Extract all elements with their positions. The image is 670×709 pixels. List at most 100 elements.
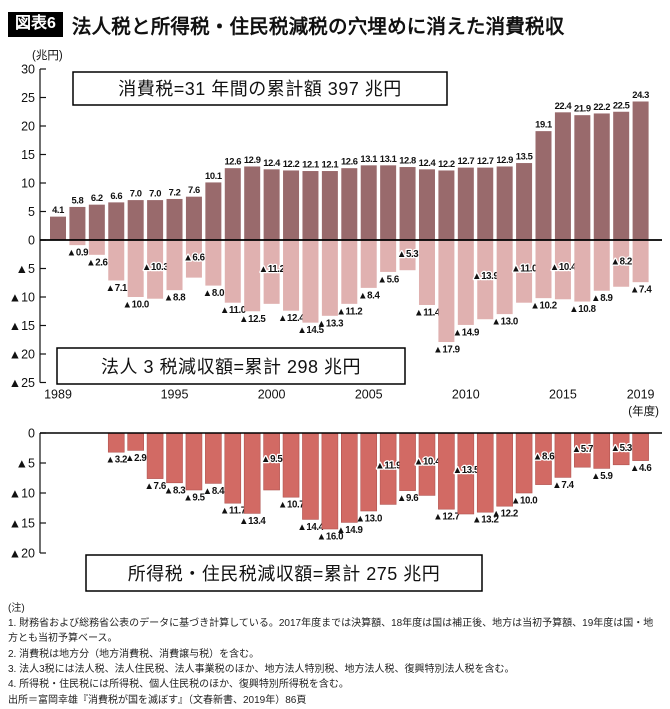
bar-value-label: 12.7	[457, 155, 474, 166]
x-axis-unit: (年度)	[628, 404, 659, 418]
x-tick-label: 2019	[627, 388, 655, 402]
figure-page: 図表6 法人税と所得税・住民税減税の穴埋めに消えた消費税収 3025201510…	[0, 0, 670, 709]
bar-consumption	[128, 200, 144, 240]
bar-value-label: 7.0	[130, 188, 142, 199]
y-tick-label: 25	[21, 91, 35, 105]
bar-value-label: 13.1	[360, 153, 377, 164]
bar-income	[302, 433, 318, 519]
bar-consumption	[302, 171, 318, 240]
bar-value-label: ▲11.2	[259, 264, 285, 275]
bar-value-label: 12.1	[302, 159, 319, 170]
bar-income	[108, 433, 124, 452]
y-tick-label: ▲15	[9, 319, 35, 333]
bar-consumption	[147, 200, 163, 240]
bar-corporate	[458, 240, 474, 325]
bar-value-label: 12.9	[496, 154, 513, 165]
bar-value-label: 7.2	[169, 186, 181, 197]
bar-consumption	[108, 202, 124, 240]
figure-title: 法人税と所得税・住民税減税の穴埋めに消えた消費税収	[72, 10, 565, 39]
bar-value-label: ▲12.2	[491, 509, 517, 520]
bar-value-label: ▲4.6	[630, 463, 652, 474]
bar-income	[477, 433, 493, 512]
bar-income	[225, 433, 241, 503]
bar-value-label: ▲8.2	[610, 257, 631, 268]
x-tick-label: 2010	[452, 388, 480, 402]
bar-income	[167, 433, 183, 483]
combined-chart: 302520151050▲5▲10▲15▲20▲25(兆円)4.15.86.26…	[0, 46, 670, 598]
bar-income	[594, 433, 610, 468]
bar-value-label: ▲11.4	[414, 307, 441, 318]
bar-value-label: ▲6.6	[183, 252, 205, 263]
x-tick-label: 1989	[44, 388, 72, 402]
bar-value-label: ▲7.4	[552, 480, 574, 491]
x-tick-label: 1995	[161, 388, 189, 402]
bar-income	[555, 433, 571, 477]
bar-value-label: ▲8.6	[533, 452, 555, 463]
bar-consumption	[536, 131, 552, 240]
bar-value-label: ▲9.5	[261, 454, 283, 465]
y-tick-label: ▲5	[16, 456, 35, 470]
bar-corporate	[633, 240, 649, 282]
bar-corporate	[167, 240, 183, 290]
y-tick-label: 30	[21, 62, 35, 76]
bar-value-label: ▲13.9	[472, 271, 499, 282]
footnote-item: 4. 所得税・住民税には所得税、個人住民税のほか、復興特別所得税を含む。	[8, 677, 658, 692]
bar-value-label: 12.6	[224, 156, 241, 167]
bar-value-label: ▲17.9	[433, 345, 460, 356]
y-tick-label: ▲25	[9, 376, 35, 390]
bar-value-label: 13.5	[516, 151, 533, 162]
source-line: 出所＝富岡幸雄『消費税が国を滅ぼす』（文春新書、2019年）86頁	[8, 693, 658, 708]
bar-income	[244, 433, 260, 513]
bar-income	[633, 433, 649, 461]
bar-income	[516, 433, 532, 493]
bar-income	[205, 433, 221, 483]
y-tick-label: ▲10	[9, 290, 35, 304]
bar-consumption	[322, 171, 338, 240]
y-tick-label: 15	[21, 148, 35, 162]
y-tick-label: 0	[28, 426, 35, 440]
bar-corporate	[380, 240, 396, 272]
bar-value-label: ▲3.2	[106, 455, 127, 466]
bar-consumption	[438, 170, 454, 240]
bar-value-label: ▲10.0	[122, 300, 148, 311]
bar-value-label: ▲5.3	[397, 249, 419, 260]
bar-consumption	[205, 182, 221, 240]
bar-consumption	[69, 207, 85, 240]
bar-value-label: ▲12.5	[239, 314, 266, 325]
bar-value-label: ▲2.6	[86, 257, 108, 268]
bar-value-label: 12.4	[419, 157, 437, 168]
bar-value-label: ▲9.6	[397, 493, 419, 504]
bar-value-label: 5.8	[71, 194, 83, 205]
bar-value-label: 10.1	[205, 170, 222, 181]
bar-income	[341, 433, 357, 522]
bar-value-label: 12.2	[438, 158, 455, 169]
bar-value-label: 12.9	[244, 154, 261, 165]
bar-value-label: ▲8.4	[358, 290, 380, 301]
bar-value-label: ▲10.0	[511, 496, 537, 507]
bar-value-label: 6.2	[91, 192, 103, 203]
footnote-item: 1. 財務省および総務省公表のデータに基づき計算している。2017年度までは決算…	[8, 616, 658, 646]
x-tick-label: 2015	[549, 388, 577, 402]
bar-value-label: ▲11.0	[511, 264, 537, 275]
corporate-total-label: 法人 3 税減収額=累計 298 兆円	[101, 357, 361, 377]
bar-value-label: ▲13.4	[239, 516, 266, 527]
bar-value-label: ▲5.6	[377, 274, 399, 285]
bar-corporate	[361, 240, 377, 288]
bar-value-label: ▲8.4	[203, 486, 225, 497]
bar-value-label: ▲2.9	[125, 453, 147, 464]
bar-value-label: ▲10.7	[278, 500, 304, 511]
bar-value-label: ▲13.5	[453, 465, 480, 476]
y-tick-label: 0	[28, 233, 35, 247]
bar-value-label: 13.1	[380, 153, 397, 164]
bar-consumption	[283, 170, 299, 240]
bar-income	[128, 433, 144, 450]
bar-value-label: 21.9	[574, 103, 591, 114]
bar-consumption	[574, 115, 590, 240]
bar-value-label: ▲5.3	[610, 443, 632, 454]
y-tick-label: ▲20	[9, 347, 35, 361]
bar-value-label: 19.1	[535, 119, 552, 130]
bar-value-label: ▲5.9	[591, 471, 613, 482]
bar-consumption	[244, 166, 260, 240]
bar-corporate	[497, 240, 513, 314]
bar-value-label: ▲12.7	[433, 512, 459, 523]
